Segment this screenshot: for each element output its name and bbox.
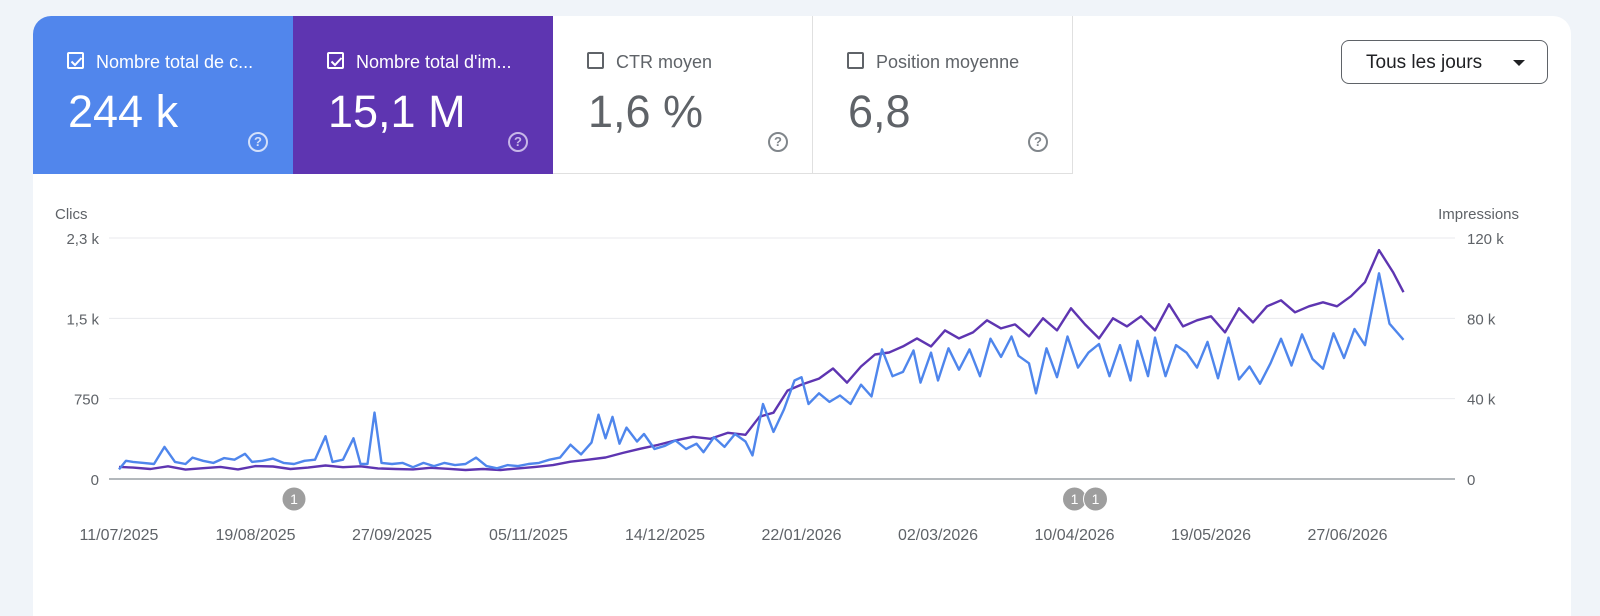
x-ticks: 11/07/2025 19/08/2025 27/09/2025 05/11/2025… bbox=[80, 527, 1388, 544]
metric-value: 15,1 M bbox=[328, 86, 466, 137]
x-tick-label: 19/05/2026 bbox=[1171, 527, 1251, 544]
y-tick-label-right: 120 k bbox=[1467, 231, 1504, 248]
x-tick-label: 14/12/2025 bbox=[625, 527, 705, 544]
annotation-label: 1 bbox=[290, 491, 298, 507]
y-tick-label-left: 1,5 k bbox=[66, 311, 99, 328]
annotation-circle bbox=[1083, 486, 1108, 512]
annotation-marker[interactable]: 1 bbox=[281, 486, 307, 512]
y-tick-label-left: 0 bbox=[91, 472, 99, 489]
checkbox-checked-icon[interactable] bbox=[327, 52, 344, 69]
y-axis-right-label: Impressions bbox=[1438, 206, 1519, 223]
x-tick-label: 27/09/2025 bbox=[352, 527, 432, 544]
help-icon[interactable]: ? bbox=[508, 132, 528, 152]
caret-down-icon bbox=[1513, 60, 1525, 66]
metric-value: 1,6 % bbox=[588, 86, 704, 137]
help-icon[interactable]: ? bbox=[768, 132, 788, 152]
checkbox-unchecked-icon[interactable] bbox=[587, 52, 604, 69]
annotation-label: 1 bbox=[1071, 491, 1079, 507]
series-lines bbox=[118, 248, 1405, 472]
annotation-marker[interactable]: 1 bbox=[1083, 486, 1108, 512]
y-ticks-left: 0 750 1,5 k 2,3 k bbox=[66, 231, 99, 489]
series-line-clics bbox=[118, 272, 1405, 471]
annotation-marker[interactable]: 1 bbox=[1062, 486, 1087, 512]
gridlines bbox=[109, 237, 1455, 480]
x-tick-label: 02/03/2026 bbox=[898, 527, 978, 544]
y-tick-label-right: 40 k bbox=[1467, 392, 1496, 409]
metric-tile-impressions[interactable]: Nombre total d'im... 15,1 M ? bbox=[293, 16, 553, 174]
metric-tile-position[interactable]: Position moyenne 6,8 ? bbox=[813, 16, 1073, 174]
period-dropdown[interactable]: Tous les jours bbox=[1341, 40, 1548, 84]
annotation-circle bbox=[281, 486, 307, 512]
performance-card: Nombre total de c... 244 k ? Nombre tota… bbox=[33, 16, 1571, 616]
checkbox-unchecked-icon[interactable] bbox=[847, 52, 864, 69]
period-dropdown-label: Tous les jours bbox=[1366, 52, 1483, 73]
y-ticks-right: 0 40 k 80 k 120 k bbox=[1467, 231, 1504, 489]
help-icon[interactable]: ? bbox=[248, 132, 268, 152]
annotation-label: 1 bbox=[1092, 491, 1100, 507]
x-tick-label: 19/08/2025 bbox=[215, 527, 295, 544]
series-line-impressions bbox=[118, 248, 1405, 472]
x-tick-label: 10/04/2026 bbox=[1034, 527, 1114, 544]
y-tick-label-right: 80 k bbox=[1467, 311, 1496, 328]
x-tick-label: 22/01/2026 bbox=[761, 527, 841, 544]
y-tick-label-right: 0 bbox=[1467, 472, 1475, 489]
metric-value: 6,8 bbox=[848, 86, 911, 137]
metric-tile-clicks[interactable]: Nombre total de c... 244 k ? bbox=[33, 16, 293, 174]
x-tick-label: 27/06/2026 bbox=[1307, 527, 1387, 544]
metric-tile-ctr[interactable]: CTR moyen 1,6 % ? bbox=[553, 16, 813, 174]
y-tick-label-left: 750 bbox=[74, 392, 99, 409]
performance-chart: Clics Impressions 0 750 1,5 k 2,3 k 0 40 k 80… bbox=[55, 206, 1519, 544]
x-tick-label: 05/11/2025 bbox=[489, 527, 568, 544]
metric-value: 244 k bbox=[68, 86, 179, 137]
y-axis-left-label: Clics bbox=[55, 206, 88, 223]
metric-tiles: Nombre total de c... 244 k ? Nombre tota… bbox=[33, 16, 1073, 174]
checkbox-checked-icon[interactable] bbox=[67, 52, 84, 69]
x-tick-label: 11/07/2025 bbox=[80, 527, 159, 544]
y-tick-label-left: 2,3 k bbox=[66, 231, 99, 248]
help-icon[interactable]: ? bbox=[1028, 132, 1048, 152]
